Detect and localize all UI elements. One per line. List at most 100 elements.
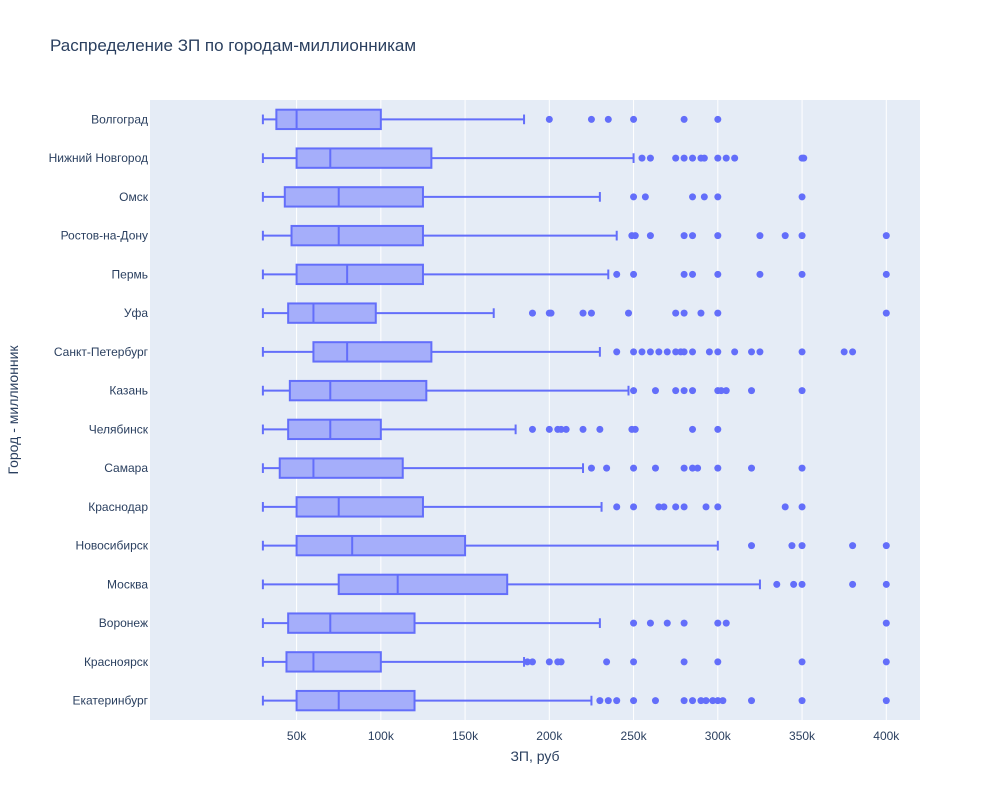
y-tick-label: Уфа xyxy=(124,306,148,320)
outlier-point xyxy=(680,270,688,278)
outlier-point xyxy=(689,697,697,705)
outlier-point xyxy=(680,658,688,666)
outlier-point xyxy=(630,503,638,511)
outlier-point xyxy=(714,309,722,317)
outlier-point xyxy=(702,503,710,511)
x-tick-label: 400k xyxy=(873,729,900,743)
outlier-point xyxy=(528,658,536,666)
outlier-point xyxy=(631,232,639,240)
outlier-point xyxy=(689,387,697,395)
outlier-point xyxy=(638,348,646,356)
outlier-point xyxy=(680,503,688,511)
y-tick-label: Новосибирск xyxy=(76,539,149,553)
outlier-point xyxy=(748,348,756,356)
outlier-point xyxy=(557,658,565,666)
y-tick-label: Красноярск xyxy=(84,655,149,669)
outlier-point xyxy=(689,193,697,201)
outlier-point xyxy=(641,193,649,201)
outlier-point xyxy=(748,697,756,705)
iqr-box xyxy=(285,651,382,673)
outlier-point xyxy=(630,658,638,666)
outlier-point xyxy=(714,697,722,705)
outlier-point xyxy=(697,309,705,317)
outlier-point xyxy=(613,348,621,356)
outlier-point xyxy=(714,348,722,356)
iqr-box xyxy=(275,108,382,131)
outlier-point xyxy=(717,387,725,395)
chart-title: Распределение ЗП по городам-миллионникам xyxy=(50,36,416,55)
outlier-point xyxy=(613,270,621,278)
iqr-box xyxy=(295,534,467,557)
outlier-point xyxy=(630,193,638,201)
outlier-point xyxy=(655,348,663,356)
outlier-point xyxy=(714,619,722,627)
outlier-point xyxy=(547,309,555,317)
x-tick-label: 150k xyxy=(452,729,479,743)
iqr-box xyxy=(287,302,377,324)
outlier-point xyxy=(680,348,688,356)
iqr-box xyxy=(295,689,416,712)
box-11 xyxy=(261,534,890,557)
outlier-point xyxy=(646,348,654,356)
outlier-point xyxy=(798,464,806,472)
box-7 xyxy=(261,379,806,402)
outlier-point xyxy=(714,464,722,472)
box-10 xyxy=(261,496,806,518)
outlier-point xyxy=(689,270,697,278)
outlier-point xyxy=(882,658,890,666)
outlier-point xyxy=(798,503,806,511)
outlier-point xyxy=(680,232,688,240)
outlier-point xyxy=(523,658,531,666)
box-2 xyxy=(261,186,806,208)
outlier-point xyxy=(655,503,663,511)
outlier-point xyxy=(714,154,722,162)
outlier-point xyxy=(663,348,671,356)
y-tick-label: Челябинск xyxy=(89,422,149,436)
outlier-point xyxy=(748,464,756,472)
outlier-point xyxy=(882,542,890,550)
outlier-point xyxy=(672,348,680,356)
outlier-point xyxy=(579,425,587,433)
outlier-point xyxy=(680,697,688,705)
y-tick-label: Екатеринбург xyxy=(73,694,149,708)
box-3 xyxy=(261,224,890,247)
outlier-point xyxy=(689,154,697,162)
outlier-point xyxy=(604,697,612,705)
outlier-point xyxy=(680,309,688,317)
outlier-point xyxy=(882,309,890,317)
outlier-point xyxy=(849,542,857,550)
outlier-point xyxy=(722,154,730,162)
outlier-point xyxy=(680,464,688,472)
outlier-point xyxy=(630,270,638,278)
outlier-point xyxy=(528,425,536,433)
iqr-box xyxy=(295,263,424,286)
x-tick-labels: 50k 100k 150k 200k 250k 300k 350k 400k xyxy=(287,729,900,743)
outlier-point xyxy=(702,697,710,705)
outlier-point xyxy=(689,348,697,356)
outlier-point xyxy=(756,348,764,356)
outlier-point xyxy=(680,619,688,627)
outlier-point xyxy=(672,309,680,317)
iqr-box xyxy=(278,457,404,479)
outlier-point xyxy=(756,232,764,240)
outlier-point xyxy=(646,232,654,240)
outlier-point xyxy=(680,154,688,162)
outlier-point xyxy=(613,503,621,511)
outlier-point xyxy=(714,503,722,511)
outlier-point xyxy=(714,658,722,666)
outlier-point xyxy=(798,580,806,588)
outlier-point xyxy=(587,464,595,472)
outlier-point xyxy=(630,619,638,627)
outlier-point xyxy=(781,232,789,240)
outlier-point xyxy=(840,348,848,356)
iqr-box xyxy=(288,379,428,402)
outlier-point xyxy=(603,464,611,472)
outlier-point xyxy=(882,619,890,627)
outlier-point xyxy=(798,193,806,201)
outlier-point xyxy=(798,348,806,356)
box-12 xyxy=(261,573,890,596)
y-tick-label: Нижний Новгород xyxy=(49,151,148,165)
box-13 xyxy=(261,612,890,634)
outlier-point xyxy=(697,697,705,705)
outlier-point xyxy=(587,115,595,123)
